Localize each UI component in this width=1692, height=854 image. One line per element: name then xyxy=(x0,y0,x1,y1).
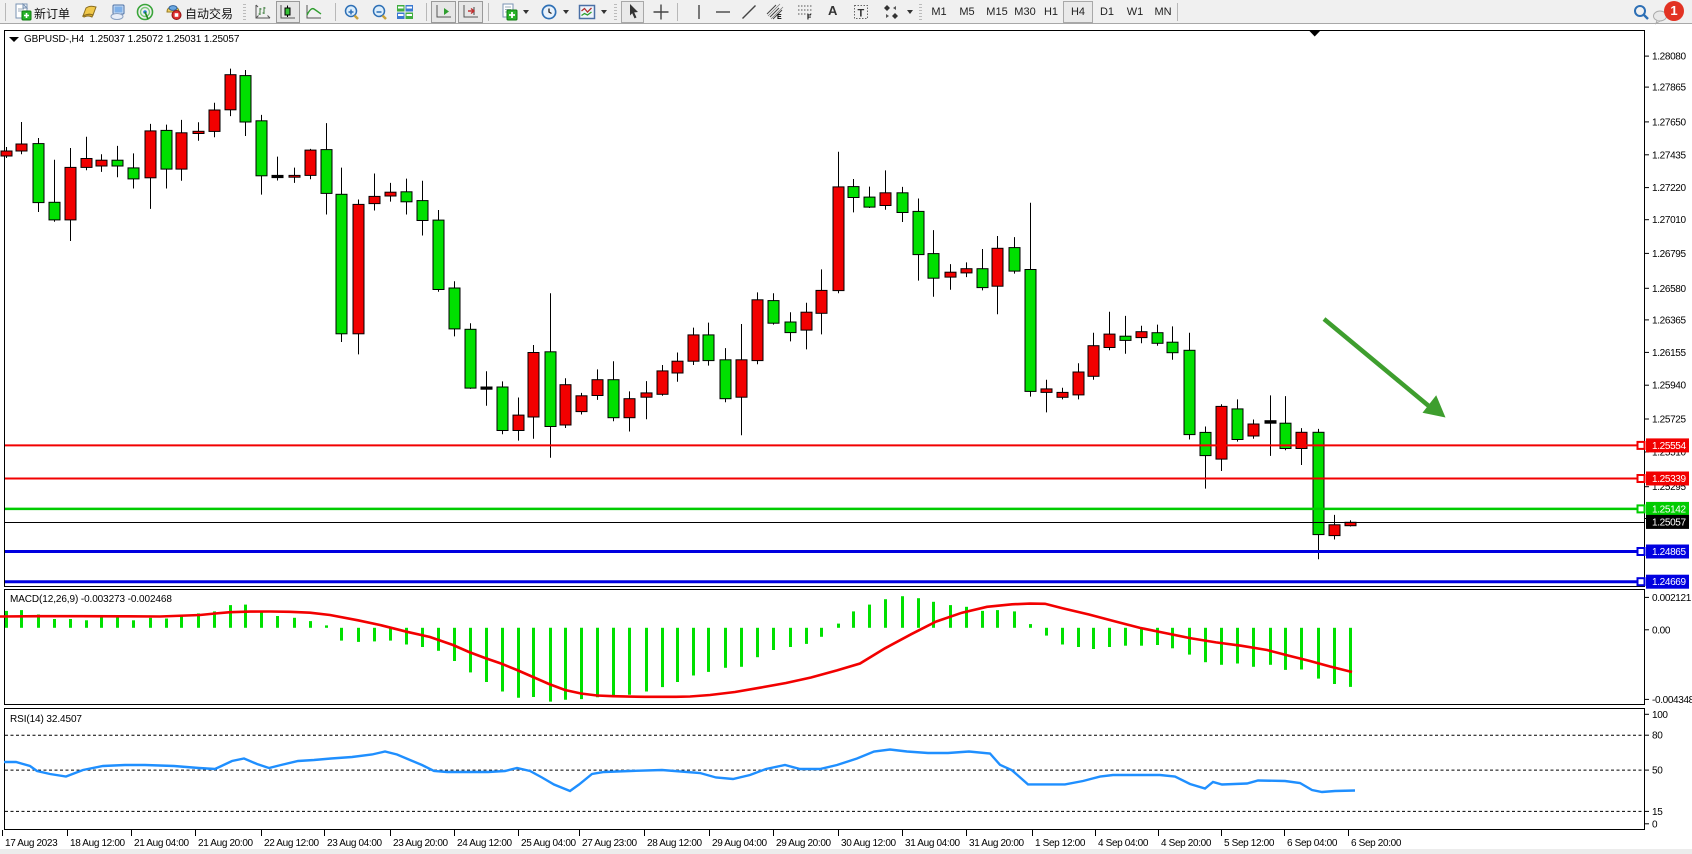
svg-text:1.25554: 1.25554 xyxy=(1652,441,1686,452)
svg-text:1.25940: 1.25940 xyxy=(1652,381,1686,392)
svg-text:1 Sep 12:00: 1 Sep 12:00 xyxy=(1035,838,1086,849)
svg-text:18 Aug 12:00: 18 Aug 12:00 xyxy=(70,838,126,849)
svg-text:1.26580: 1.26580 xyxy=(1652,284,1686,295)
svg-text:23 Aug 04:00: 23 Aug 04:00 xyxy=(327,838,383,849)
svg-text:F: F xyxy=(807,15,812,22)
svg-text:100: 100 xyxy=(1652,710,1668,721)
svg-text:50: 50 xyxy=(1652,766,1663,777)
svg-text:4 Sep 20:00: 4 Sep 20:00 xyxy=(1161,838,1212,849)
svg-text:1.24669: 1.24669 xyxy=(1652,577,1686,588)
svg-text:1.27010: 1.27010 xyxy=(1652,215,1686,226)
svg-text:21 Aug 20:00: 21 Aug 20:00 xyxy=(198,838,254,849)
svg-text:21 Aug 04:00: 21 Aug 04:00 xyxy=(134,838,190,849)
svg-text:1.25057: 1.25057 xyxy=(1652,517,1686,528)
svg-text:22 Aug 12:00: 22 Aug 12:00 xyxy=(264,838,320,849)
svg-text:0.002121: 0.002121 xyxy=(1652,593,1692,604)
svg-text:25 Aug 04:00: 25 Aug 04:00 xyxy=(521,838,577,849)
svg-text:E: E xyxy=(777,14,782,21)
svg-text:28 Aug 12:00: 28 Aug 12:00 xyxy=(647,838,703,849)
svg-text:15: 15 xyxy=(1652,807,1663,818)
svg-text:1.27865: 1.27865 xyxy=(1652,83,1686,94)
svg-text:80: 80 xyxy=(1652,731,1663,742)
svg-text:1.25142: 1.25142 xyxy=(1652,504,1686,515)
svg-text:1.27650: 1.27650 xyxy=(1652,117,1686,128)
svg-text:1.26795: 1.26795 xyxy=(1652,249,1686,260)
svg-text:29 Aug 04:00: 29 Aug 04:00 xyxy=(712,838,768,849)
svg-text:0.00: 0.00 xyxy=(1652,625,1671,636)
svg-text:27 Aug 23:00: 27 Aug 23:00 xyxy=(582,838,638,849)
svg-text:1.24865: 1.24865 xyxy=(1652,547,1686,558)
svg-text:1.25339: 1.25339 xyxy=(1652,474,1686,485)
svg-text:5 Sep 12:00: 5 Sep 12:00 xyxy=(1224,838,1275,849)
svg-text:1.26155: 1.26155 xyxy=(1652,348,1686,359)
svg-text:1.28080: 1.28080 xyxy=(1652,52,1686,63)
svg-text:GBPUSD-,H4 1.25037 1.25072 1.: GBPUSD-,H4 1.25037 1.25072 1.25031 1.250… xyxy=(24,34,240,45)
svg-text:-0.004348: -0.004348 xyxy=(1652,695,1692,706)
svg-text:1.25295: 1.25295 xyxy=(1652,482,1686,493)
svg-text:0: 0 xyxy=(1652,819,1658,830)
svg-text:4 Sep 04:00: 4 Sep 04:00 xyxy=(1098,838,1149,849)
svg-text:6 Sep 04:00: 6 Sep 04:00 xyxy=(1287,838,1338,849)
svg-text:1.25510: 1.25510 xyxy=(1652,448,1686,459)
svg-text:29 Aug 20:00: 29 Aug 20:00 xyxy=(776,838,832,849)
svg-text:RSI(14) 32.4507: RSI(14) 32.4507 xyxy=(10,714,82,725)
svg-text:T: T xyxy=(858,8,865,20)
svg-text:30 Aug 12:00: 30 Aug 12:00 xyxy=(841,838,897,849)
svg-text:1.26365: 1.26365 xyxy=(1652,315,1686,326)
svg-text:23 Aug 20:00: 23 Aug 20:00 xyxy=(393,838,449,849)
svg-text:17 Aug 2023: 17 Aug 2023 xyxy=(5,838,58,849)
svg-text:1.27435: 1.27435 xyxy=(1652,150,1686,161)
svg-text:24 Aug 12:00: 24 Aug 12:00 xyxy=(457,838,513,849)
svg-text:6 Sep 20:00: 6 Sep 20:00 xyxy=(1351,838,1402,849)
svg-text:31 Aug 04:00: 31 Aug 04:00 xyxy=(905,838,961,849)
svg-text:1.25725: 1.25725 xyxy=(1652,415,1686,426)
svg-text:1.27220: 1.27220 xyxy=(1652,183,1686,194)
svg-text:31 Aug 20:00: 31 Aug 20:00 xyxy=(969,838,1025,849)
svg-text:MACD(12,26,9) -0.003273 -0.002: MACD(12,26,9) -0.003273 -0.002468 xyxy=(10,594,172,605)
